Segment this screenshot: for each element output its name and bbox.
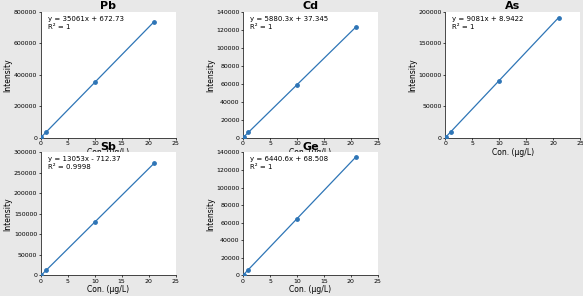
Text: y = 9081x + 8.9422
R² = 1: y = 9081x + 8.9422 R² = 1 xyxy=(452,16,524,30)
Point xyxy=(292,216,301,221)
Y-axis label: Intensity: Intensity xyxy=(3,197,13,231)
Point xyxy=(37,135,46,139)
Y-axis label: Intensity: Intensity xyxy=(408,58,417,91)
Text: y = 5880.3x + 37.345
R² = 1: y = 5880.3x + 37.345 R² = 1 xyxy=(250,16,328,30)
X-axis label: Con. (μg/L): Con. (μg/L) xyxy=(491,147,534,157)
Point xyxy=(149,19,159,24)
Title: Ge: Ge xyxy=(302,142,319,152)
X-axis label: Con. (μg/L): Con. (μg/L) xyxy=(289,285,332,294)
X-axis label: Con. (μg/L): Con. (μg/L) xyxy=(87,147,129,157)
Point xyxy=(90,220,99,224)
Title: Cd: Cd xyxy=(303,1,318,11)
Point xyxy=(352,24,361,29)
Title: As: As xyxy=(505,1,520,11)
X-axis label: Con. (μg/L): Con. (μg/L) xyxy=(289,147,332,157)
Point xyxy=(239,135,248,139)
Text: y = 6440.6x + 68.508
R² = 1: y = 6440.6x + 68.508 R² = 1 xyxy=(250,156,328,170)
Title: Sb: Sb xyxy=(100,142,116,152)
Point xyxy=(554,15,563,20)
Y-axis label: Intensity: Intensity xyxy=(206,58,215,91)
Point xyxy=(244,267,253,272)
Point xyxy=(37,273,46,277)
Point xyxy=(446,130,455,134)
Point xyxy=(494,78,504,83)
Point xyxy=(352,154,361,159)
Point xyxy=(441,135,451,139)
Y-axis label: Intensity: Intensity xyxy=(206,197,215,231)
Point xyxy=(90,80,99,85)
X-axis label: Con. (μg/L): Con. (μg/L) xyxy=(87,285,129,294)
Text: y = 35061x + 672.73
R² = 1: y = 35061x + 672.73 R² = 1 xyxy=(48,16,124,30)
Point xyxy=(149,161,159,166)
Title: Pb: Pb xyxy=(100,1,116,11)
Y-axis label: Intensity: Intensity xyxy=(3,58,13,91)
Point xyxy=(41,130,51,134)
Point xyxy=(244,130,253,135)
Point xyxy=(292,82,301,87)
Point xyxy=(239,272,248,277)
Text: y = 13053x - 712.37
R² = 0.9998: y = 13053x - 712.37 R² = 0.9998 xyxy=(48,156,120,170)
Point xyxy=(41,268,51,273)
